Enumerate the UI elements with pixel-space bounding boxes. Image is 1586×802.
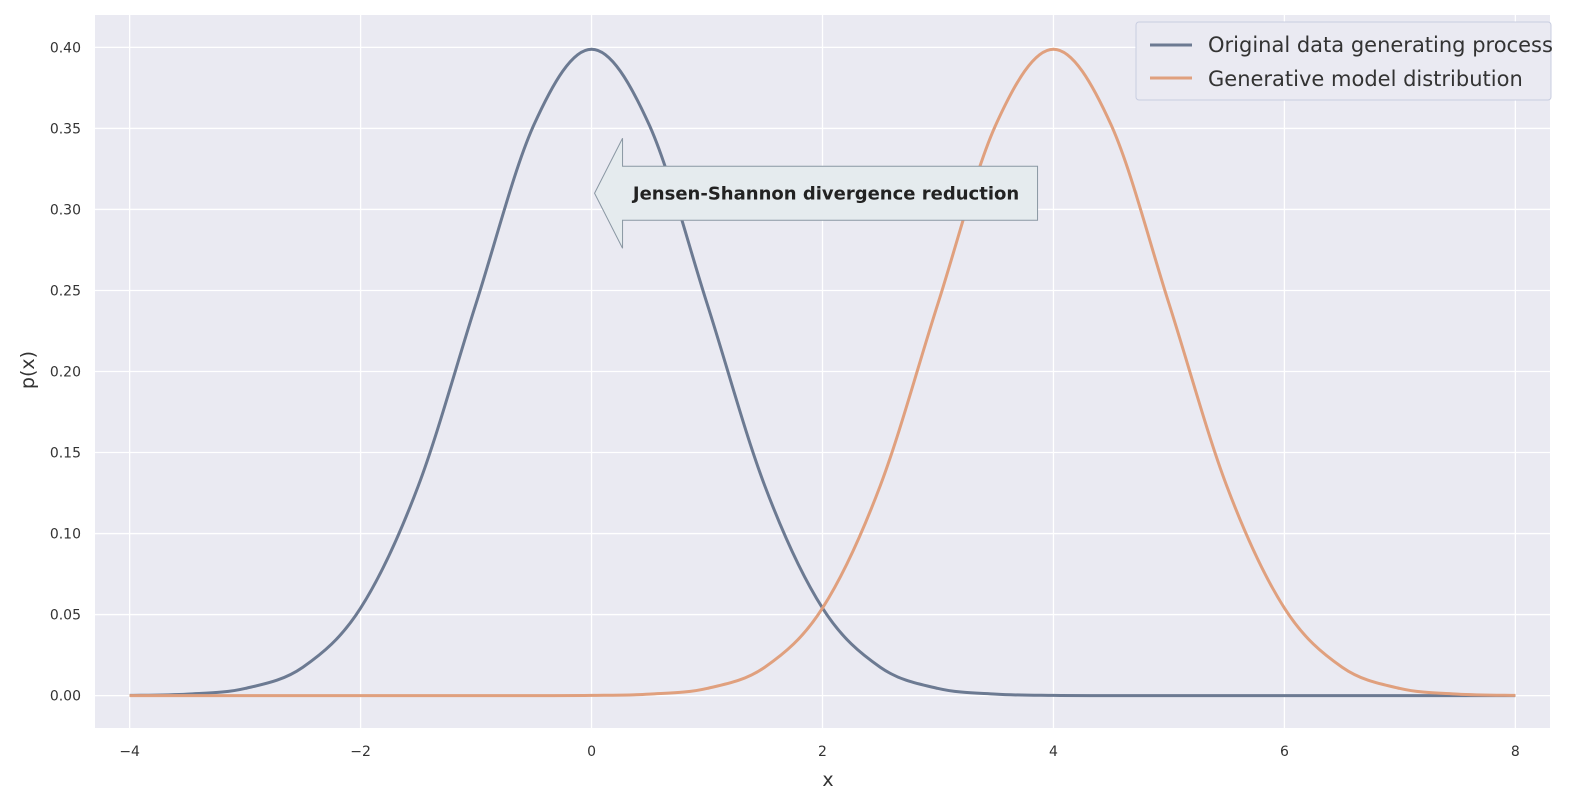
y-tick-label: 0.05 <box>50 608 81 624</box>
y-tick-label: 0.25 <box>50 283 81 299</box>
y-tick-label: 0.15 <box>50 446 81 462</box>
y-tick-label: 0.30 <box>50 202 81 218</box>
legend-box <box>1135 21 1552 101</box>
y-tick-label: 0.00 <box>50 689 81 705</box>
y-tick-label: 0.40 <box>50 40 81 56</box>
x-tick-label: 4 <box>1049 744 1058 760</box>
series-layer <box>129 47 1516 698</box>
legend-label-generative: Generative model distribution <box>1208 67 1523 91</box>
annotation-arrow-shape <box>593 138 1039 249</box>
y-tick-label: 0.35 <box>50 121 81 137</box>
x-tick-label: 2 <box>818 744 827 760</box>
x-axis-label: x <box>822 769 833 791</box>
y-axis-label: p(x) <box>17 351 39 389</box>
series-line-original <box>129 47 1516 698</box>
y-tick-label: 0.10 <box>50 527 81 543</box>
ticks: −4 −2 0 2 4 6 8 0.00 0.05 0.10 0.15 0.20 0.25 0.30 0.3… <box>50 40 1520 760</box>
x-tick-label: 8 <box>1511 744 1520 760</box>
x-tick-label: 0 <box>587 744 596 760</box>
y-tick-label: 0.20 <box>50 365 81 381</box>
series-line-generative <box>129 47 1516 698</box>
x-tick-label: 6 <box>1280 744 1289 760</box>
x-tick-label: −2 <box>350 744 371 760</box>
x-tick-label: −4 <box>119 744 140 760</box>
legend-label-original: Original data generating process <box>1208 33 1553 57</box>
legend: Original data generating process Generat… <box>1135 21 1553 101</box>
annotation-text: Jensen-Shannon divergence reduction <box>631 183 1019 204</box>
annotation-arrow: Jensen-Shannon divergence reduction <box>593 138 1039 249</box>
